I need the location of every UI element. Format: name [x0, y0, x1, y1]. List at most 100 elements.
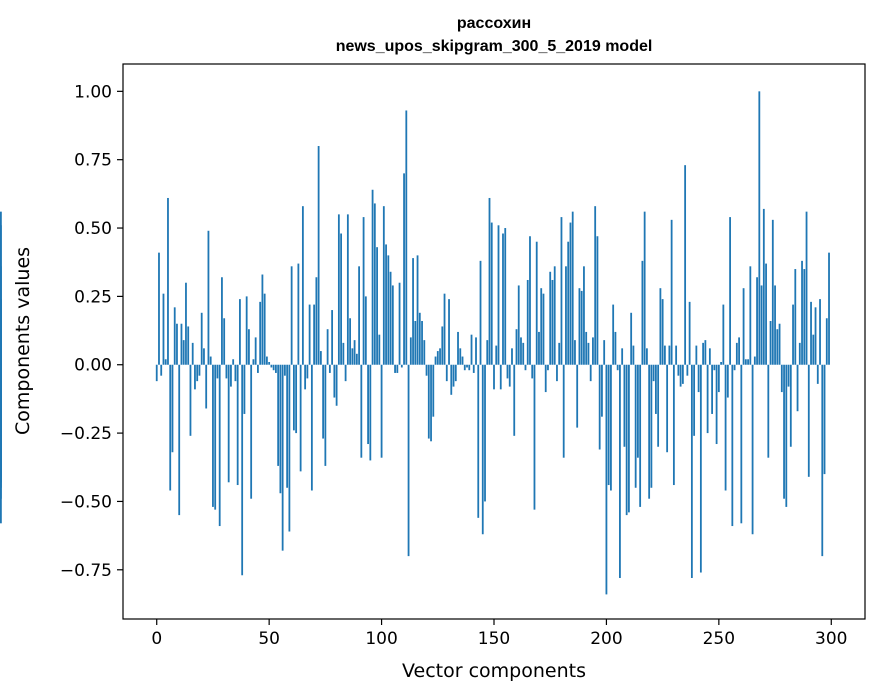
bar [479, 260, 482, 365]
bar [565, 266, 567, 365]
bar [295, 364, 298, 434]
bar [803, 269, 806, 365]
bar [495, 345, 498, 365]
bar [182, 340, 185, 365]
bar [484, 364, 486, 502]
bar [690, 364, 693, 578]
bar [218, 364, 221, 527]
bar [468, 364, 471, 371]
bar [243, 364, 246, 414]
bar [549, 271, 552, 365]
bar [596, 236, 599, 365]
bar [735, 342, 738, 365]
bar [814, 307, 817, 365]
bar [324, 364, 327, 466]
bar [275, 364, 277, 373]
bar [0, 225, 2, 365]
bar [502, 233, 504, 365]
bar [810, 301, 812, 365]
bar [376, 247, 378, 365]
bar [531, 364, 534, 379]
y-tick-label: 1.00 [74, 82, 112, 102]
bar [230, 364, 232, 387]
bar [463, 364, 466, 371]
bar [400, 364, 403, 368]
bar [0, 329, 2, 365]
bar [646, 348, 648, 365]
bar [610, 364, 612, 491]
bar [663, 345, 666, 365]
bar [765, 263, 767, 365]
bar [407, 364, 410, 557]
bar [767, 364, 770, 458]
bar [717, 364, 720, 393]
bar [158, 252, 160, 365]
bar [414, 321, 417, 365]
bar [317, 146, 320, 365]
bar [749, 266, 752, 365]
bar [306, 364, 309, 379]
bar [416, 255, 419, 365]
bar [567, 241, 570, 365]
bar [668, 345, 671, 365]
bar [634, 364, 637, 488]
bar [522, 342, 525, 365]
bar [670, 219, 673, 365]
bar [493, 364, 495, 390]
bar [301, 206, 304, 365]
bar [308, 304, 311, 365]
bar [666, 364, 669, 453]
bar [675, 345, 678, 365]
x-tick-label: 150 [478, 629, 510, 649]
bar [697, 364, 700, 393]
bar [475, 337, 477, 365]
bar [796, 364, 799, 412]
bar [412, 258, 414, 365]
bar [578, 288, 581, 365]
bar [209, 356, 212, 365]
bar [389, 271, 392, 365]
bar [436, 351, 439, 365]
bar [715, 364, 718, 445]
bar [189, 364, 192, 436]
bar [394, 364, 396, 373]
bar [362, 217, 365, 365]
bar [702, 342, 705, 365]
bar [699, 364, 702, 573]
bar [266, 356, 268, 365]
bar [360, 364, 363, 458]
bar [504, 228, 507, 365]
bar [562, 364, 565, 458]
bar [819, 299, 821, 365]
bar [364, 296, 367, 365]
bar [387, 255, 390, 365]
bar [340, 233, 342, 365]
bar [169, 364, 172, 491]
bar [194, 364, 196, 390]
bar [661, 299, 664, 365]
bar [443, 293, 446, 365]
chart-title-line-2: news_upos_skipgram_300_5_2019 model [336, 38, 653, 55]
bar [313, 304, 316, 365]
bar [616, 364, 619, 371]
bar [533, 364, 536, 510]
bar [672, 364, 675, 486]
x-tick-label: 50 [258, 629, 280, 649]
x-tick-label: 200 [590, 629, 622, 649]
bar [207, 230, 210, 365]
bar [319, 351, 322, 365]
bar [351, 348, 354, 365]
bar [239, 299, 241, 365]
bar [164, 359, 167, 365]
bar [358, 266, 360, 365]
bar [405, 110, 408, 365]
bar [221, 277, 223, 365]
bar [248, 329, 250, 365]
bar [373, 203, 376, 365]
bar [245, 296, 248, 365]
bar [760, 285, 763, 365]
bar [704, 340, 707, 365]
y-tick-label: −0.75 [60, 561, 112, 581]
bar [425, 364, 428, 376]
bar [614, 331, 617, 365]
